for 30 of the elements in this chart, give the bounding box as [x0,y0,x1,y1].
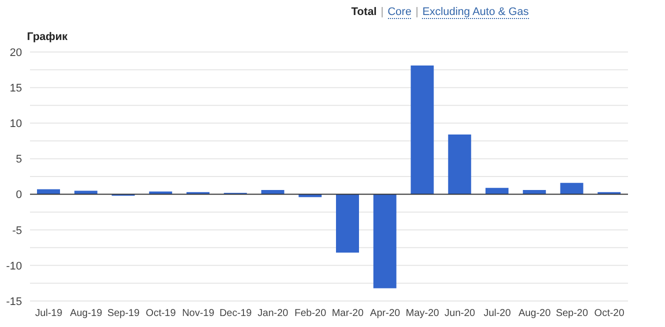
x-tick-label: Jul-19 [35,308,63,320]
x-tick-label: Jan-20 [258,308,289,320]
x-tick-label: Jul-20 [484,308,512,320]
text: | [415,6,418,18]
y-tick-label: 5 [16,154,22,166]
x-tick-label: Sep-20 [556,308,588,320]
x-tick-label: Nov-19 [182,308,215,320]
x-tick-label: Dec-19 [219,308,252,320]
x-tick-label: Aug-20 [518,308,552,320]
x-tick-label: Oct-20 [594,308,625,320]
y-tick-label: 15 [10,82,22,94]
y-tick-label: -5 [12,224,22,237]
x-tick-label: Jun-20 [444,308,476,320]
x-tick-label: May-20 [406,308,440,320]
x-tick-label: Sep-19 [107,308,140,320]
x-tick-label: Oct-19 [146,308,176,320]
y-tick-label: -10 [6,260,22,272]
x-tick-label: Mar-20 [332,308,364,320]
x-tick-label: Feb-20 [294,308,327,320]
y-tick-label: -15 [6,296,22,308]
text: Excluding Auto & Gas [422,6,529,19]
y-tick-label: 20 [10,46,22,59]
x-tick-label: Apr-20 [370,308,401,320]
text: | [380,6,384,18]
text: Total [351,6,377,18]
y-tick-label: 0 [16,189,22,202]
chart-title: График [27,31,68,43]
y-tick-label: 10 [10,118,22,130]
x-tick-label: Aug-19 [70,308,103,320]
text: Core [388,6,412,19]
